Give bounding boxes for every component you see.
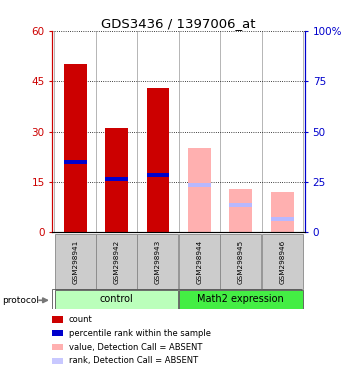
Bar: [230, 204, 252, 207]
FancyBboxPatch shape: [220, 233, 261, 290]
Text: GSM298945: GSM298945: [238, 239, 244, 284]
Text: Math2 expression: Math2 expression: [197, 294, 284, 304]
Bar: [105, 177, 128, 180]
FancyBboxPatch shape: [55, 233, 96, 290]
Text: value, Detection Call = ABSENT: value, Detection Call = ABSENT: [69, 343, 202, 352]
FancyBboxPatch shape: [55, 290, 178, 309]
Text: count: count: [69, 315, 92, 324]
Bar: [271, 217, 293, 221]
Bar: [147, 173, 169, 177]
Title: GDS3436 / 1397006_at: GDS3436 / 1397006_at: [101, 17, 256, 30]
Bar: [64, 64, 87, 232]
FancyBboxPatch shape: [179, 290, 303, 309]
FancyBboxPatch shape: [179, 233, 220, 290]
Bar: [188, 183, 211, 187]
Bar: [105, 128, 128, 232]
FancyBboxPatch shape: [262, 233, 303, 290]
Bar: [147, 88, 169, 232]
FancyBboxPatch shape: [138, 233, 178, 290]
Bar: [64, 160, 87, 164]
Text: percentile rank within the sample: percentile rank within the sample: [69, 329, 210, 338]
Text: GSM298946: GSM298946: [279, 239, 285, 284]
Text: GSM298943: GSM298943: [155, 239, 161, 284]
Text: rank, Detection Call = ABSENT: rank, Detection Call = ABSENT: [69, 356, 198, 366]
Text: GSM298942: GSM298942: [114, 239, 119, 284]
Text: control: control: [100, 294, 134, 304]
Text: GSM298941: GSM298941: [72, 239, 78, 284]
Bar: [230, 189, 252, 232]
Bar: [271, 192, 293, 232]
Text: GSM298944: GSM298944: [196, 239, 203, 284]
FancyBboxPatch shape: [96, 233, 137, 290]
Bar: [188, 148, 211, 232]
Text: protocol: protocol: [2, 296, 39, 305]
